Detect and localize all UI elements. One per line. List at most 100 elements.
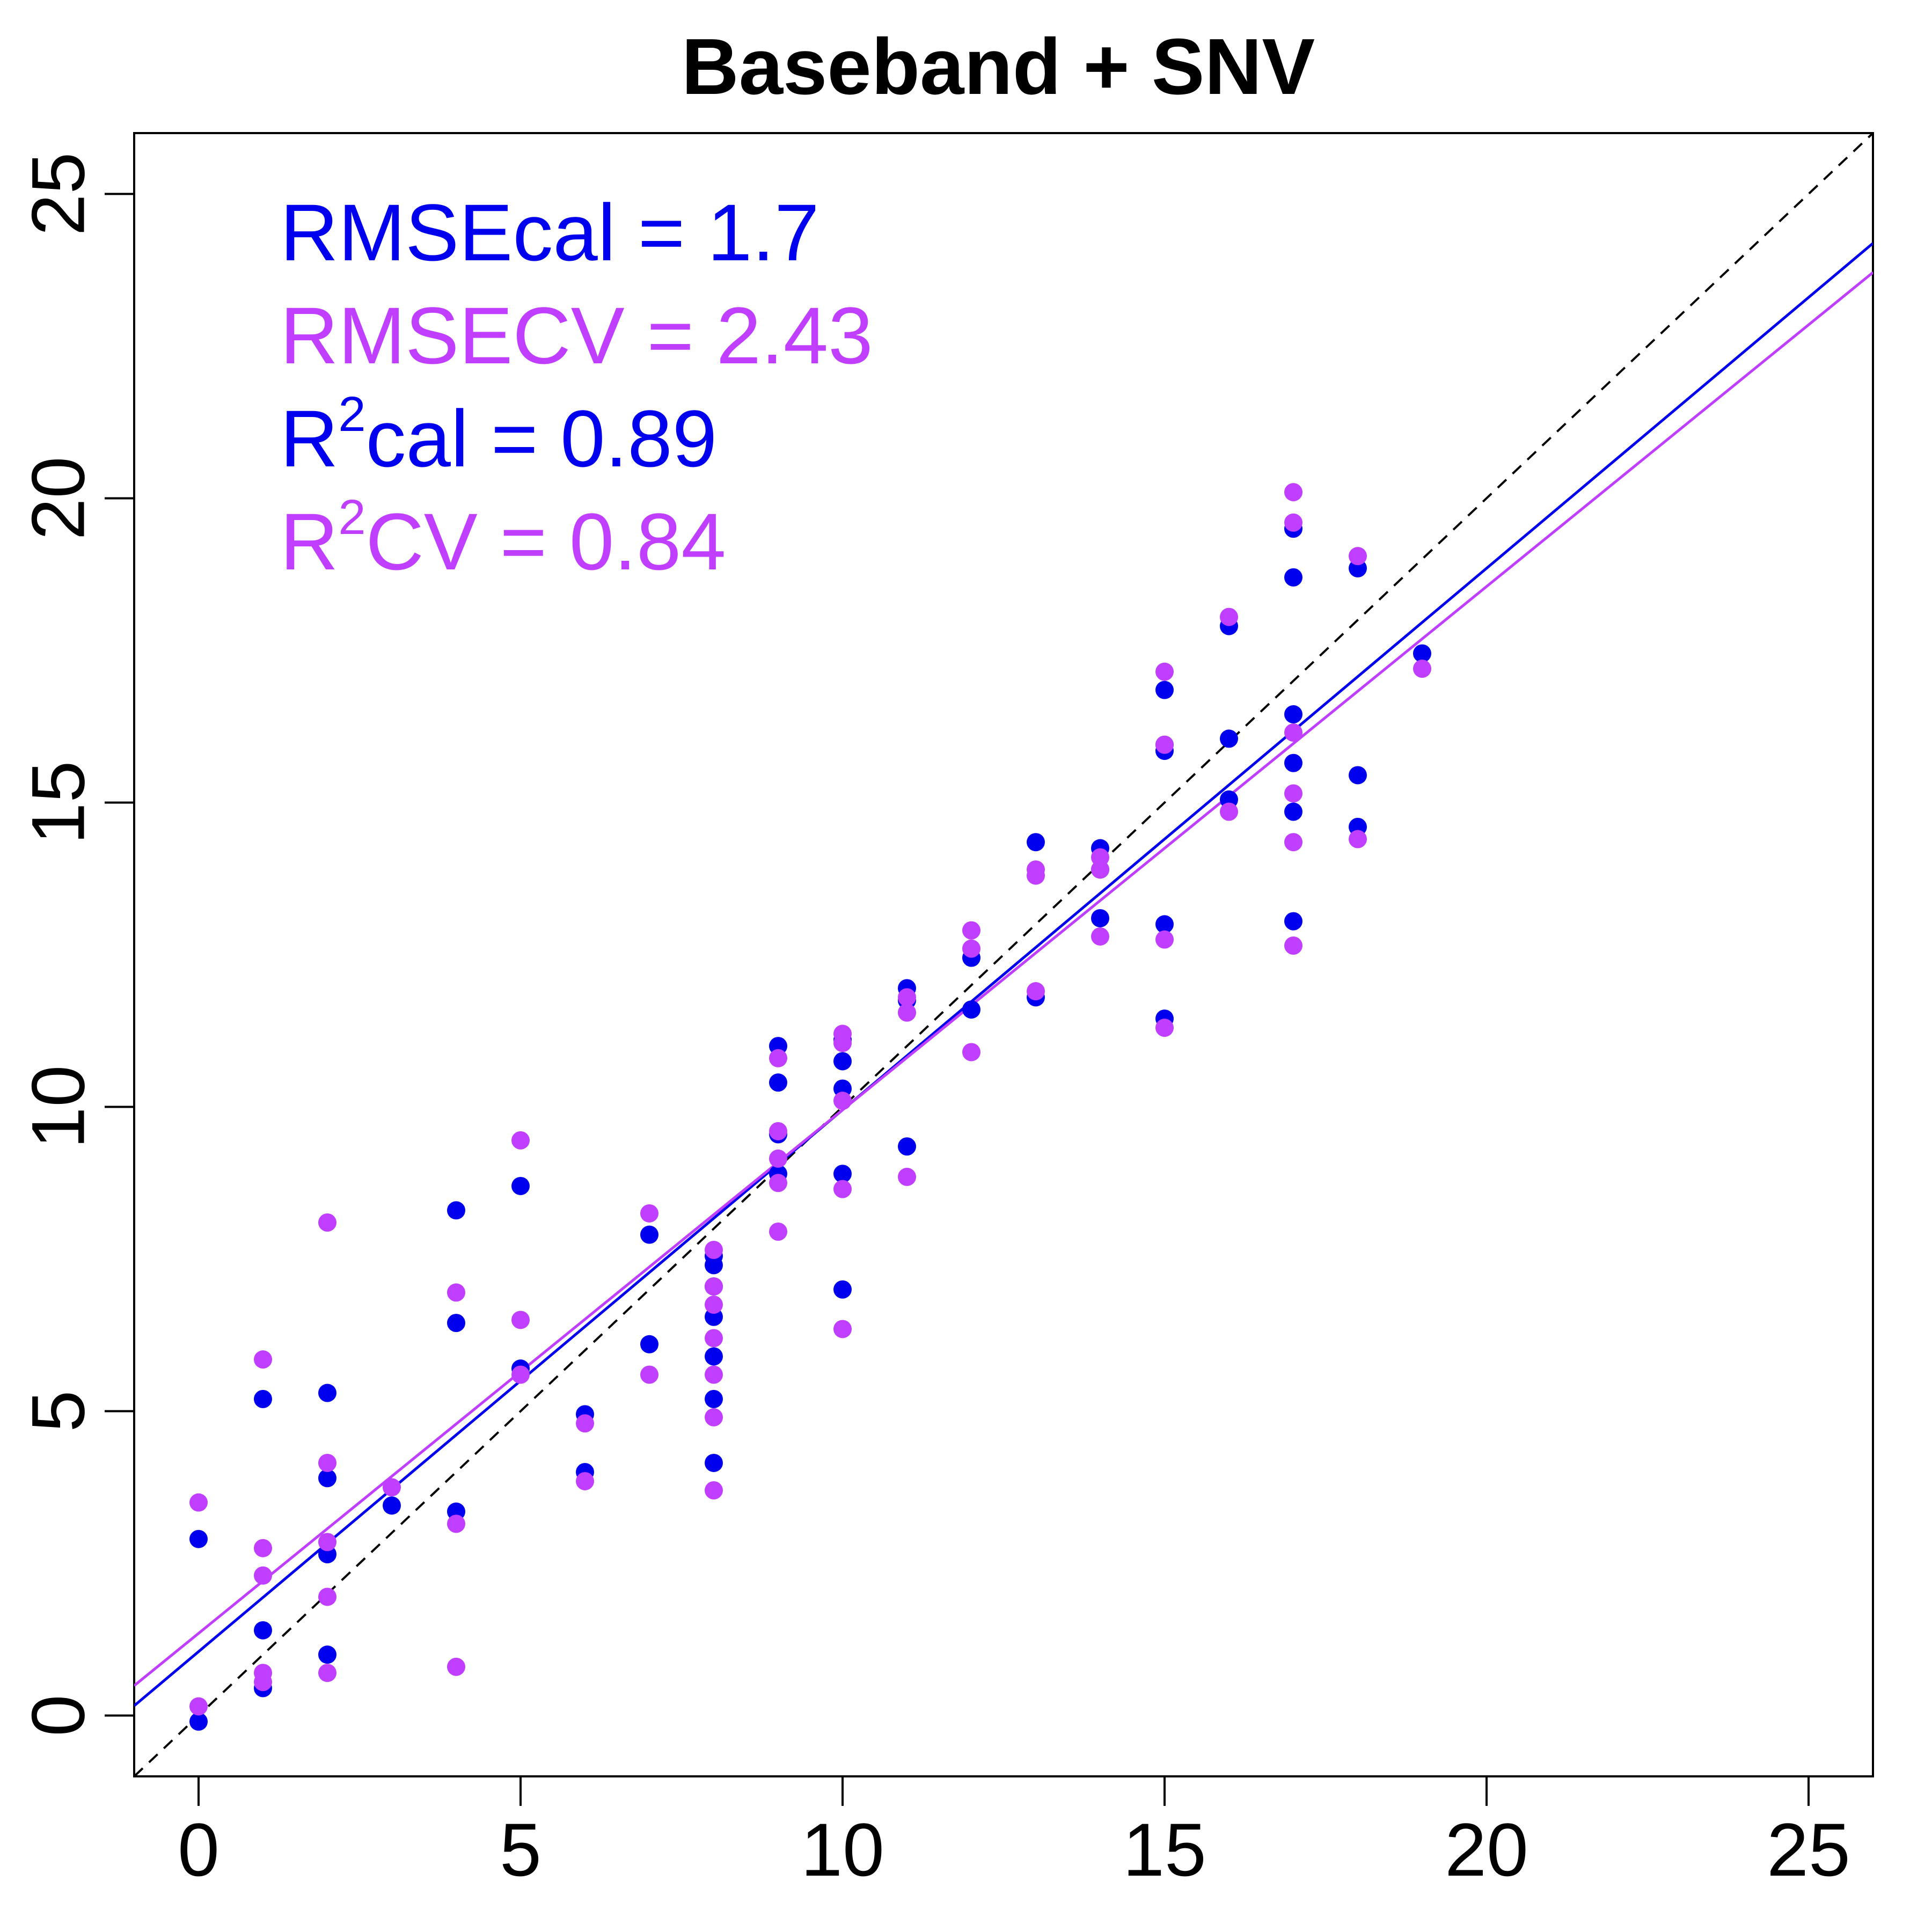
point-cv bbox=[511, 1365, 530, 1384]
stat-annotation-1: RMSEcal = 1.7 bbox=[280, 187, 819, 277]
point-cv bbox=[254, 1566, 272, 1585]
point-cv bbox=[318, 1533, 336, 1552]
point-cv bbox=[769, 1049, 787, 1067]
y-tick-label: 15 bbox=[16, 761, 100, 845]
point-cv bbox=[1413, 659, 1431, 678]
point-cal bbox=[640, 1335, 658, 1353]
chart-title: Baseband + SNV bbox=[682, 23, 1315, 111]
point-cal bbox=[705, 1389, 723, 1408]
point-cv bbox=[447, 1514, 465, 1533]
point-cv bbox=[1220, 802, 1238, 821]
x-tick-label: 25 bbox=[1767, 1807, 1850, 1892]
plot-area: 0 5 10 15 20 25 0 5 10 15 20 25 RMSEcal = 1.7 RMSECV … bbox=[16, 132, 1874, 1892]
point-cv bbox=[705, 1277, 723, 1296]
point-cal bbox=[189, 1712, 208, 1731]
point-cal bbox=[1284, 568, 1302, 587]
point-cv bbox=[1284, 784, 1302, 803]
stat-superscript: 2 bbox=[338, 490, 365, 545]
y-tick-label: 10 bbox=[16, 1065, 100, 1149]
point-cv bbox=[1349, 547, 1367, 566]
fit-line-cv bbox=[134, 271, 1873, 1687]
point-cal bbox=[705, 1453, 723, 1472]
point-cv bbox=[511, 1131, 530, 1150]
point-cv bbox=[254, 1350, 272, 1369]
point-cal bbox=[1284, 705, 1302, 724]
x-tick-label: 0 bbox=[178, 1807, 219, 1892]
point-cv bbox=[705, 1241, 723, 1260]
point-cv bbox=[833, 1180, 852, 1198]
point-cal bbox=[1027, 833, 1045, 852]
point-cv bbox=[962, 921, 980, 940]
point-cv bbox=[383, 1478, 401, 1497]
plot-frame bbox=[133, 132, 1874, 1777]
stat-superscript: 2 bbox=[338, 387, 365, 442]
point-cal bbox=[447, 1201, 465, 1220]
point-cv bbox=[833, 1320, 852, 1338]
y-tick-label: 5 bbox=[16, 1391, 100, 1432]
point-cv bbox=[833, 1024, 852, 1043]
y-tick-label: 0 bbox=[16, 1695, 100, 1737]
point-cv bbox=[1284, 833, 1302, 852]
stat-annotation-4: R2CV = 0.84 bbox=[280, 490, 726, 587]
point-cv bbox=[1155, 735, 1174, 754]
point-cv bbox=[1027, 860, 1045, 879]
point-cv bbox=[254, 1664, 272, 1682]
point-cv bbox=[576, 1414, 594, 1433]
point-cv bbox=[1284, 723, 1302, 742]
point-cv bbox=[769, 1223, 787, 1241]
point-cv bbox=[1027, 982, 1045, 1001]
point-cal bbox=[511, 1176, 530, 1195]
point-cal bbox=[189, 1529, 208, 1548]
point-cal bbox=[833, 1165, 852, 1183]
point-cv bbox=[1349, 830, 1367, 848]
point-cv bbox=[1155, 930, 1174, 949]
point-cal bbox=[318, 1469, 336, 1488]
point-cv bbox=[447, 1657, 465, 1676]
point-cal bbox=[254, 1621, 272, 1640]
point-cv bbox=[898, 988, 916, 1007]
point-cal bbox=[318, 1645, 336, 1664]
point-cal bbox=[898, 1137, 916, 1156]
series-cv bbox=[189, 483, 1431, 1716]
point-cal bbox=[1349, 766, 1367, 785]
point-cal bbox=[1155, 680, 1174, 699]
point-cv bbox=[189, 1697, 208, 1716]
point-cv bbox=[189, 1493, 208, 1512]
x-tick-label: 15 bbox=[1123, 1807, 1206, 1892]
point-cal bbox=[1155, 915, 1174, 934]
x-tick-label: 20 bbox=[1445, 1807, 1528, 1892]
point-cal bbox=[833, 1052, 852, 1071]
point-cal bbox=[1220, 729, 1238, 748]
y-tick-label: 20 bbox=[16, 457, 100, 540]
point-cv bbox=[640, 1365, 658, 1384]
point-cv bbox=[769, 1174, 787, 1192]
point-cv bbox=[511, 1311, 530, 1329]
point-cv bbox=[640, 1204, 658, 1223]
point-cv bbox=[705, 1481, 723, 1499]
point-cal bbox=[1413, 644, 1431, 663]
stat-annotation-3: R2cal = 0.89 bbox=[280, 387, 717, 484]
point-cal bbox=[705, 1347, 723, 1366]
point-cv bbox=[254, 1539, 272, 1557]
point-cal bbox=[318, 1384, 336, 1402]
lines-layer bbox=[134, 133, 1873, 1776]
point-cv bbox=[1091, 927, 1109, 946]
stat-base: R bbox=[280, 496, 338, 587]
point-cal bbox=[962, 1000, 980, 1019]
stat-base: R bbox=[280, 393, 338, 484]
point-cv bbox=[1155, 662, 1174, 681]
point-cal bbox=[1091, 909, 1109, 927]
point-cv bbox=[705, 1296, 723, 1314]
fit-line-cal bbox=[134, 242, 1873, 1707]
point-cal bbox=[833, 1280, 852, 1299]
point-cv bbox=[1284, 936, 1302, 955]
point-cv bbox=[1284, 513, 1302, 532]
point-cal bbox=[447, 1314, 465, 1333]
point-cv bbox=[705, 1408, 723, 1426]
point-cv bbox=[962, 1043, 980, 1062]
point-cv bbox=[318, 1213, 336, 1232]
point-cal bbox=[769, 1073, 787, 1092]
point-cv bbox=[576, 1472, 594, 1490]
x-tick-label: 10 bbox=[801, 1807, 884, 1892]
